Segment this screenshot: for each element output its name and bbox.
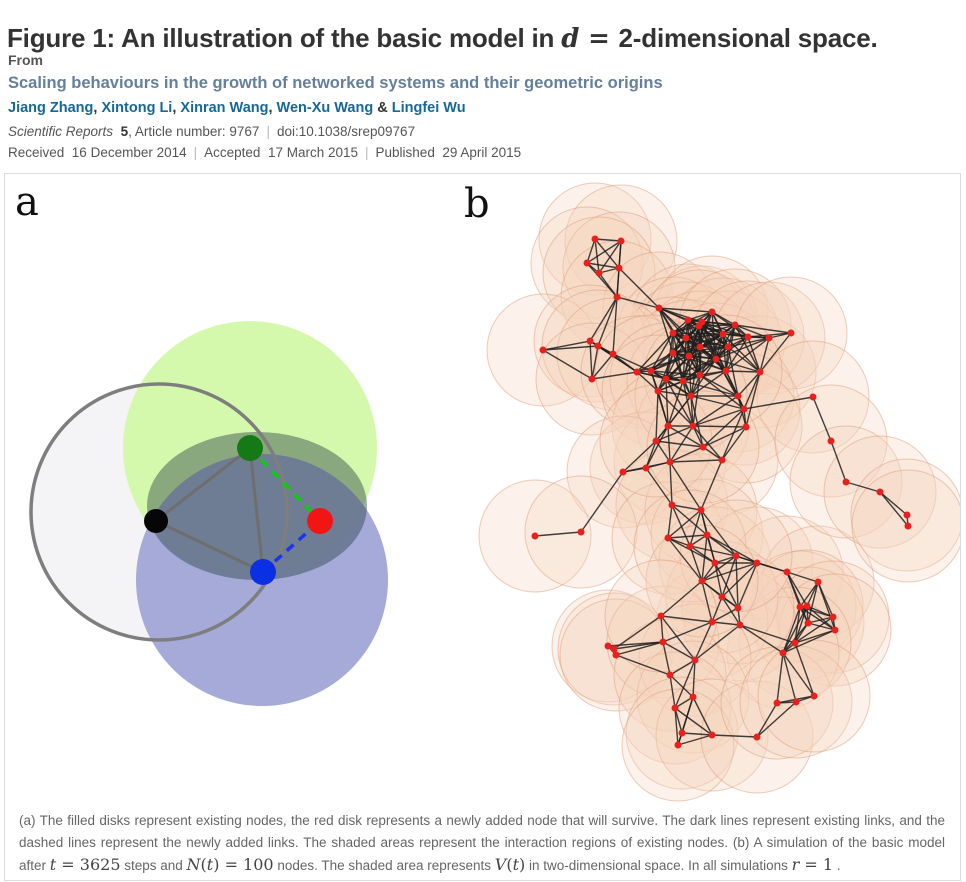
author-link[interactable]: Lingfei Wu xyxy=(391,100,466,116)
caption-text: steps and xyxy=(120,858,187,873)
figure-image[interactable]: a b (a) The filled disks represent exist… xyxy=(4,173,961,881)
journal-name: Scientific Reports xyxy=(8,124,114,139)
existing-link xyxy=(248,447,265,573)
panel-b-interaction-disks xyxy=(478,182,960,802)
author-link[interactable]: Xinran Wang xyxy=(180,100,269,116)
figure-title-suffix: 2-dimensional space. xyxy=(618,23,878,54)
doi-text: doi:10.1038/srep09767 xyxy=(276,124,416,139)
accepted-label: Accepted xyxy=(204,145,261,160)
black-node xyxy=(144,509,168,533)
figure-title-equals: = xyxy=(579,24,619,55)
received-label: Received xyxy=(8,145,65,160)
published-date: 29 April 2015 xyxy=(442,145,522,160)
panel-a-diagram xyxy=(29,321,388,706)
article-number-label: Article number: xyxy=(134,124,230,139)
author-link[interactable]: Jiang Zhang xyxy=(8,100,94,116)
article-number: 9767 xyxy=(229,124,260,139)
author-separator: , xyxy=(268,100,277,116)
journal-line: Scientific Reports 5, Article number: 97… xyxy=(8,124,415,139)
caption-text: . xyxy=(833,858,841,873)
figure-title-prefix: Figure 1: An illustration of the basic m… xyxy=(7,23,562,54)
new-link-dashed xyxy=(261,519,322,574)
article-title-link[interactable]: Scaling behaviours in the growth of netw… xyxy=(8,74,663,92)
dates-line: Received 16 December 2014 | Accepted 17 Ma… xyxy=(8,145,521,160)
caption-math: N(t) = 100 xyxy=(186,855,274,874)
authors-line: Jiang Zhang, Xintong Li, Xinran Wang, We… xyxy=(8,100,466,116)
journal-volume: 5 xyxy=(120,124,129,139)
author-link[interactable]: Wen-Xu Wang xyxy=(276,100,374,116)
red-node xyxy=(307,508,333,534)
green-node xyxy=(237,435,263,461)
accepted-date: 17 March 2015 xyxy=(267,145,359,160)
author-separator: & xyxy=(373,100,392,116)
dates-separator-1: | xyxy=(193,145,198,160)
from-label: From xyxy=(8,52,43,68)
figure-page-title: Figure 1: An illustration of the basic m… xyxy=(7,23,878,54)
black-node-region-outline xyxy=(29,382,289,642)
existing-link xyxy=(155,519,264,574)
panel-b-nodes xyxy=(531,235,912,749)
author-separator: , xyxy=(93,100,102,116)
panel-b-label: b xyxy=(464,181,490,227)
received-date: 16 December 2014 xyxy=(71,145,187,160)
figure-title-math-var: d xyxy=(561,24,580,55)
author-separator: , xyxy=(172,100,181,116)
dates-separator-2: | xyxy=(365,145,369,160)
journal-comma: , xyxy=(128,124,135,139)
caption-text: in two-dimensional space. In all simulat… xyxy=(525,858,792,873)
published-label: Published xyxy=(375,145,435,160)
caption-text: (a) The filled disks represent existing … xyxy=(19,813,945,873)
journal-separator: | xyxy=(266,124,270,139)
figure-svg xyxy=(29,182,960,802)
caption-math: r = 1 xyxy=(791,855,834,874)
panel-b-links xyxy=(534,238,909,746)
existing-link xyxy=(155,446,251,523)
caption-text: nodes. The shaded area represents xyxy=(273,858,495,873)
figure-caption: (a) The filled disks represent existing … xyxy=(19,810,945,877)
blue-node xyxy=(250,559,276,585)
new-link-dashed xyxy=(248,446,322,523)
caption-math: t = 3625 xyxy=(49,855,121,874)
author-link[interactable]: Xintong Li xyxy=(101,100,173,116)
caption-math: V(t) xyxy=(494,855,526,874)
panel-a-label: a xyxy=(15,179,39,225)
